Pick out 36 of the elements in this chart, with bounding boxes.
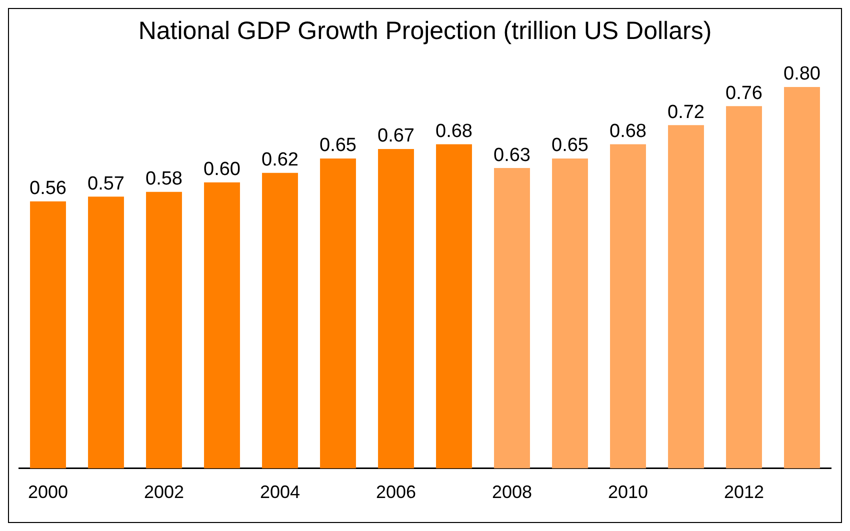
- chart-title: National GDP Growth Projection (trillion US Dollars): [138, 16, 712, 45]
- bar: [726, 106, 762, 468]
- bar: [668, 125, 704, 468]
- x-tick-label: 2000: [28, 482, 68, 502]
- x-tick-label: 2010: [608, 482, 648, 502]
- bar: [262, 172, 298, 468]
- bar: [88, 196, 124, 468]
- data-label: 0.57: [88, 173, 124, 194]
- data-label: 0.68: [610, 120, 646, 142]
- x-tick-label: 2006: [376, 482, 416, 502]
- bar: [436, 144, 472, 468]
- data-label: 0.72: [668, 102, 704, 123]
- data-label: 0.56: [30, 178, 66, 200]
- x-tick-label: 2004: [260, 482, 300, 502]
- bar: [320, 158, 356, 468]
- bar: [378, 148, 414, 468]
- data-label: 0.68: [436, 120, 472, 142]
- data-label: 0.63: [494, 144, 530, 166]
- bar: [204, 182, 240, 468]
- bar: [30, 201, 66, 468]
- data-label: 0.65: [552, 135, 588, 156]
- data-label: 0.58: [146, 168, 182, 190]
- x-tick-label: 2008: [492, 482, 532, 502]
- data-label: 0.80: [784, 64, 820, 85]
- bar: [552, 158, 588, 468]
- bar: [784, 87, 820, 468]
- data-label: 0.67: [378, 126, 414, 147]
- bar: [146, 192, 182, 468]
- x-tick-label: 2012: [724, 482, 764, 502]
- data-label: 0.60: [204, 159, 240, 180]
- x-tick-label: 2002: [144, 482, 184, 502]
- data-label: 0.65: [320, 135, 356, 156]
- data-label: 0.76: [726, 82, 762, 104]
- bar: [610, 144, 646, 468]
- bar: [494, 168, 530, 468]
- data-label: 0.62: [262, 150, 298, 171]
